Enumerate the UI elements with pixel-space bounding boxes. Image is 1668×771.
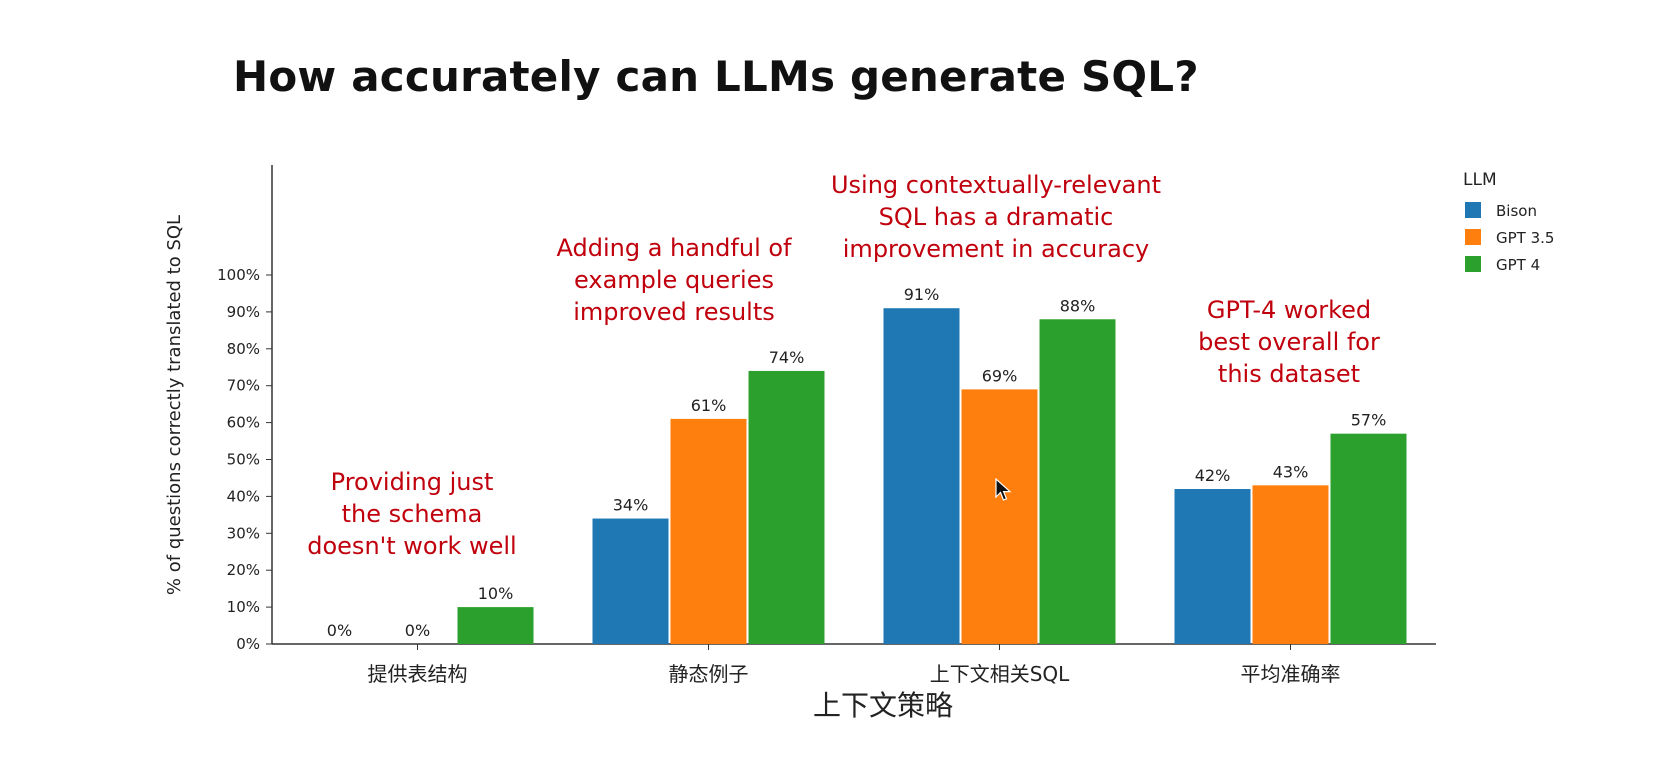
bar bbox=[961, 389, 1038, 644]
y-tick-label: 90% bbox=[227, 303, 260, 321]
x-tick-label: 提供表结构 bbox=[368, 662, 468, 686]
y-tick-label: 80% bbox=[227, 340, 260, 358]
bar bbox=[457, 607, 534, 644]
bar-value-label: 10% bbox=[478, 584, 514, 603]
bar-value-label: 43% bbox=[1273, 462, 1309, 481]
annotation-text: example queries bbox=[574, 266, 774, 294]
bar bbox=[1174, 489, 1251, 644]
annotation-text: the schema bbox=[342, 500, 483, 528]
annotation-text: Providing just bbox=[331, 468, 494, 496]
bar bbox=[748, 370, 825, 644]
bar-value-label: 74% bbox=[769, 348, 805, 367]
bar bbox=[670, 418, 747, 644]
y-axis-title: % of questions correctly translated to S… bbox=[164, 215, 185, 595]
bar bbox=[1039, 319, 1116, 644]
y-tick-label: 20% bbox=[227, 561, 260, 579]
y-tick-label: 10% bbox=[227, 598, 260, 616]
legend-label: Bison bbox=[1496, 202, 1537, 220]
y-tick-label: 30% bbox=[227, 524, 260, 542]
mouse-cursor-icon bbox=[995, 478, 1012, 501]
x-tick-label: 上下文相关SQL bbox=[930, 662, 1070, 686]
legend-label: GPT 4 bbox=[1496, 256, 1540, 274]
x-tick-label: 平均准确率 bbox=[1241, 662, 1341, 686]
legend-swatch bbox=[1465, 202, 1481, 218]
bar-value-label: 42% bbox=[1195, 466, 1231, 485]
y-tick-label: 40% bbox=[227, 487, 260, 505]
x-tick-label: 静态例子 bbox=[669, 662, 749, 686]
annotation-text: improvement in accuracy bbox=[843, 235, 1149, 263]
bar bbox=[883, 308, 960, 644]
bar-value-label: 0% bbox=[405, 621, 430, 640]
annotation-text: doesn't work well bbox=[307, 532, 516, 560]
y-tick-label: 50% bbox=[227, 451, 260, 469]
x-axis-title: 上下文策略 bbox=[813, 689, 953, 722]
bar-value-label: 91% bbox=[904, 285, 940, 304]
bar bbox=[1330, 433, 1407, 644]
legend-swatch bbox=[1465, 256, 1481, 272]
y-tick-label: 0% bbox=[236, 635, 260, 653]
annotation-text: GPT-4 worked bbox=[1207, 296, 1371, 324]
annotation-text: SQL has a dramatic bbox=[879, 203, 1114, 231]
bar bbox=[1252, 485, 1329, 644]
bar-value-label: 61% bbox=[691, 396, 727, 415]
annotation-text: Using contextually-relevant bbox=[831, 171, 1161, 199]
annotation-text: this dataset bbox=[1218, 360, 1360, 388]
y-tick-label: 100% bbox=[217, 266, 260, 284]
legend-swatch bbox=[1465, 229, 1481, 245]
slide-title: How accurately can LLMs generate SQL? bbox=[233, 52, 1199, 101]
bar-value-label: 0% bbox=[327, 621, 352, 640]
bar-value-label: 34% bbox=[613, 496, 649, 515]
legend-title: LLM bbox=[1463, 170, 1497, 190]
y-tick-label: 70% bbox=[227, 377, 260, 395]
annotation-text: best overall for bbox=[1198, 328, 1380, 356]
y-tick-label: 60% bbox=[227, 414, 260, 432]
bar-value-label: 69% bbox=[982, 366, 1018, 385]
bar bbox=[592, 518, 669, 644]
legend-label: GPT 3.5 bbox=[1496, 229, 1554, 247]
annotation-text: improved results bbox=[573, 298, 775, 326]
annotation-text: Adding a handful of bbox=[557, 234, 793, 262]
bar-value-label: 88% bbox=[1060, 296, 1096, 315]
bar-value-label: 57% bbox=[1351, 411, 1387, 430]
